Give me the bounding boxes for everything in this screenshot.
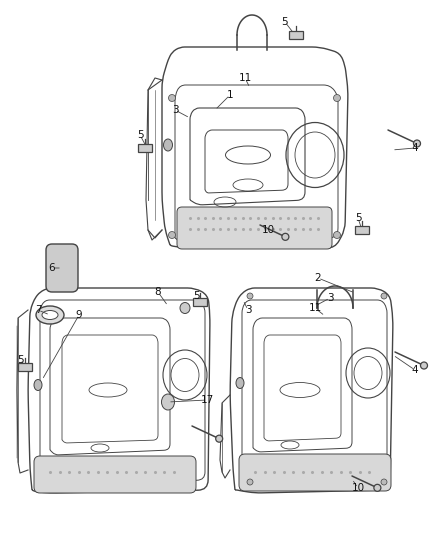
Text: 5: 5 (282, 17, 288, 27)
Ellipse shape (169, 231, 176, 238)
Ellipse shape (236, 377, 244, 389)
Text: 9: 9 (76, 310, 82, 320)
Ellipse shape (36, 306, 64, 324)
Text: 11: 11 (308, 303, 321, 313)
Ellipse shape (333, 94, 340, 101)
Text: 4: 4 (412, 143, 418, 153)
FancyBboxPatch shape (177, 207, 332, 249)
Ellipse shape (34, 379, 42, 391)
Text: 11: 11 (238, 73, 251, 83)
Ellipse shape (180, 303, 190, 313)
Ellipse shape (215, 435, 223, 442)
Text: 3: 3 (327, 293, 333, 303)
Ellipse shape (413, 140, 420, 147)
Text: 5: 5 (17, 355, 23, 365)
Ellipse shape (282, 233, 289, 240)
Text: 1: 1 (227, 90, 233, 100)
Text: 5: 5 (355, 213, 361, 223)
Bar (355, 226, 369, 234)
Ellipse shape (420, 362, 427, 369)
Ellipse shape (162, 394, 174, 410)
Ellipse shape (247, 293, 253, 299)
Ellipse shape (381, 293, 387, 299)
Text: 5: 5 (137, 130, 143, 140)
Bar (289, 31, 303, 39)
Text: 3: 3 (172, 105, 178, 115)
Bar (138, 144, 152, 152)
Text: 8: 8 (155, 287, 161, 297)
Text: 5: 5 (193, 291, 199, 301)
Ellipse shape (374, 484, 381, 491)
Text: 6: 6 (49, 263, 55, 273)
Text: 2: 2 (314, 273, 321, 283)
Ellipse shape (333, 231, 340, 238)
Ellipse shape (247, 479, 253, 485)
Text: 17: 17 (200, 395, 214, 405)
Bar (193, 298, 207, 306)
Text: 10: 10 (261, 225, 275, 235)
Text: 7: 7 (35, 305, 41, 315)
FancyBboxPatch shape (239, 454, 391, 491)
Text: 10: 10 (351, 483, 364, 493)
FancyBboxPatch shape (34, 456, 196, 493)
Text: 3: 3 (245, 305, 251, 315)
Bar (18, 363, 32, 371)
Ellipse shape (381, 479, 387, 485)
Ellipse shape (169, 94, 176, 101)
FancyBboxPatch shape (46, 244, 78, 292)
Ellipse shape (163, 139, 173, 151)
Ellipse shape (42, 311, 58, 319)
Text: 4: 4 (412, 365, 418, 375)
